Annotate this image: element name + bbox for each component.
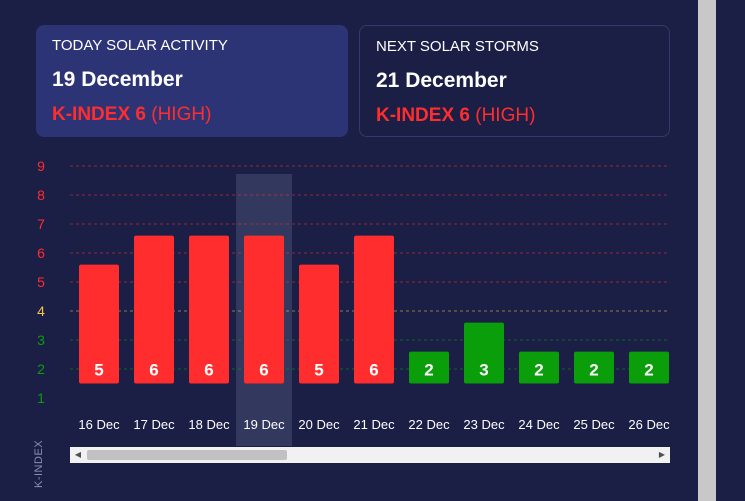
y-tick-label: 3 xyxy=(37,332,45,348)
x-tick-label: 16 Dec xyxy=(78,417,120,432)
next-storm-kindex-value: K-INDEX 6 xyxy=(376,105,470,126)
bar xyxy=(464,322,504,384)
today-card-label: TODAY SOLAR ACTIVITY xyxy=(52,37,228,54)
bar-data-label: 6 xyxy=(204,361,213,380)
bar xyxy=(519,351,559,384)
bar xyxy=(409,351,449,384)
bar-data-label: 5 xyxy=(314,361,323,380)
today-activity-card: TODAY SOLAR ACTIVITY 19 December K-INDEX… xyxy=(36,25,348,137)
scroll-right-arrow-icon[interactable]: ▶ xyxy=(658,450,666,459)
bar xyxy=(629,351,669,384)
x-tick-label: 23 Dec xyxy=(463,417,505,432)
bar xyxy=(299,264,339,384)
y-tick-label: 4 xyxy=(37,303,45,319)
kindex-bar-chart: 1 2 3 4 5 6 7 8 9 5 16 Dec 6 17 Dec 6 18 Dec 6 19 Dec 5 20… xyxy=(37,160,670,446)
chart-horizontal-scrollbar[interactable]: ◀ ▶ xyxy=(70,447,670,463)
bar xyxy=(79,264,119,384)
scroll-thumb[interactable] xyxy=(87,450,287,460)
y-axis-label: K-INDEX xyxy=(33,439,45,488)
today-kindex: K-INDEX 6 (HIGH) xyxy=(52,103,332,127)
x-tick-label: 22 Dec xyxy=(408,417,450,432)
scroll-left-arrow-icon[interactable]: ◀ xyxy=(74,450,82,459)
bar xyxy=(574,351,614,384)
next-storm-kindex-level: (HIGH) xyxy=(475,105,536,126)
today-card-date: 19 December xyxy=(52,68,183,91)
next-storm-card-date: 21 December xyxy=(376,69,507,92)
bar-data-label: 2 xyxy=(424,361,433,380)
today-kindex-level: (HIGH) xyxy=(151,104,212,125)
bar-data-label: 6 xyxy=(149,361,158,380)
page-vertical-scrollbar[interactable] xyxy=(698,0,716,501)
y-tick-label: 2 xyxy=(37,361,45,377)
bar xyxy=(189,235,229,384)
x-tick-label: 26 Dec xyxy=(628,417,670,432)
x-tick-label: 20 Dec xyxy=(298,417,340,432)
y-tick-label: 8 xyxy=(37,187,45,203)
y-tick-label: 9 xyxy=(37,160,45,174)
x-tick-label: 18 Dec xyxy=(188,417,230,432)
x-tick-label: 19 Dec xyxy=(243,417,285,432)
next-storm-card-label: NEXT SOLAR STORMS xyxy=(376,38,539,55)
next-storm-kindex: K-INDEX 6 (HIGH) xyxy=(376,104,653,128)
x-tick-label: 17 Dec xyxy=(133,417,175,432)
x-tick-label: 21 Dec xyxy=(353,417,395,432)
y-tick-label: 5 xyxy=(37,274,45,290)
bar-data-label: 2 xyxy=(534,361,543,380)
y-tick-label: 1 xyxy=(37,390,45,406)
bar xyxy=(244,235,284,384)
bar-data-label: 6 xyxy=(259,361,268,380)
bar-data-label: 3 xyxy=(479,361,488,380)
bar-data-label: 2 xyxy=(589,361,598,380)
bar xyxy=(354,235,394,384)
x-tick-label: 25 Dec xyxy=(573,417,615,432)
bar-data-label: 5 xyxy=(94,361,103,380)
bar-data-label: 6 xyxy=(369,361,378,380)
today-kindex-value: K-INDEX 6 xyxy=(52,104,146,125)
bar xyxy=(134,235,174,384)
y-tick-label: 6 xyxy=(37,245,45,261)
page-right-margin xyxy=(716,0,745,501)
bar-data-label: 2 xyxy=(644,361,653,380)
x-tick-label: 24 Dec xyxy=(518,417,560,432)
y-tick-label: 7 xyxy=(37,216,45,232)
next-storm-card: NEXT SOLAR STORMS 21 December K-INDEX 6 … xyxy=(359,25,670,137)
